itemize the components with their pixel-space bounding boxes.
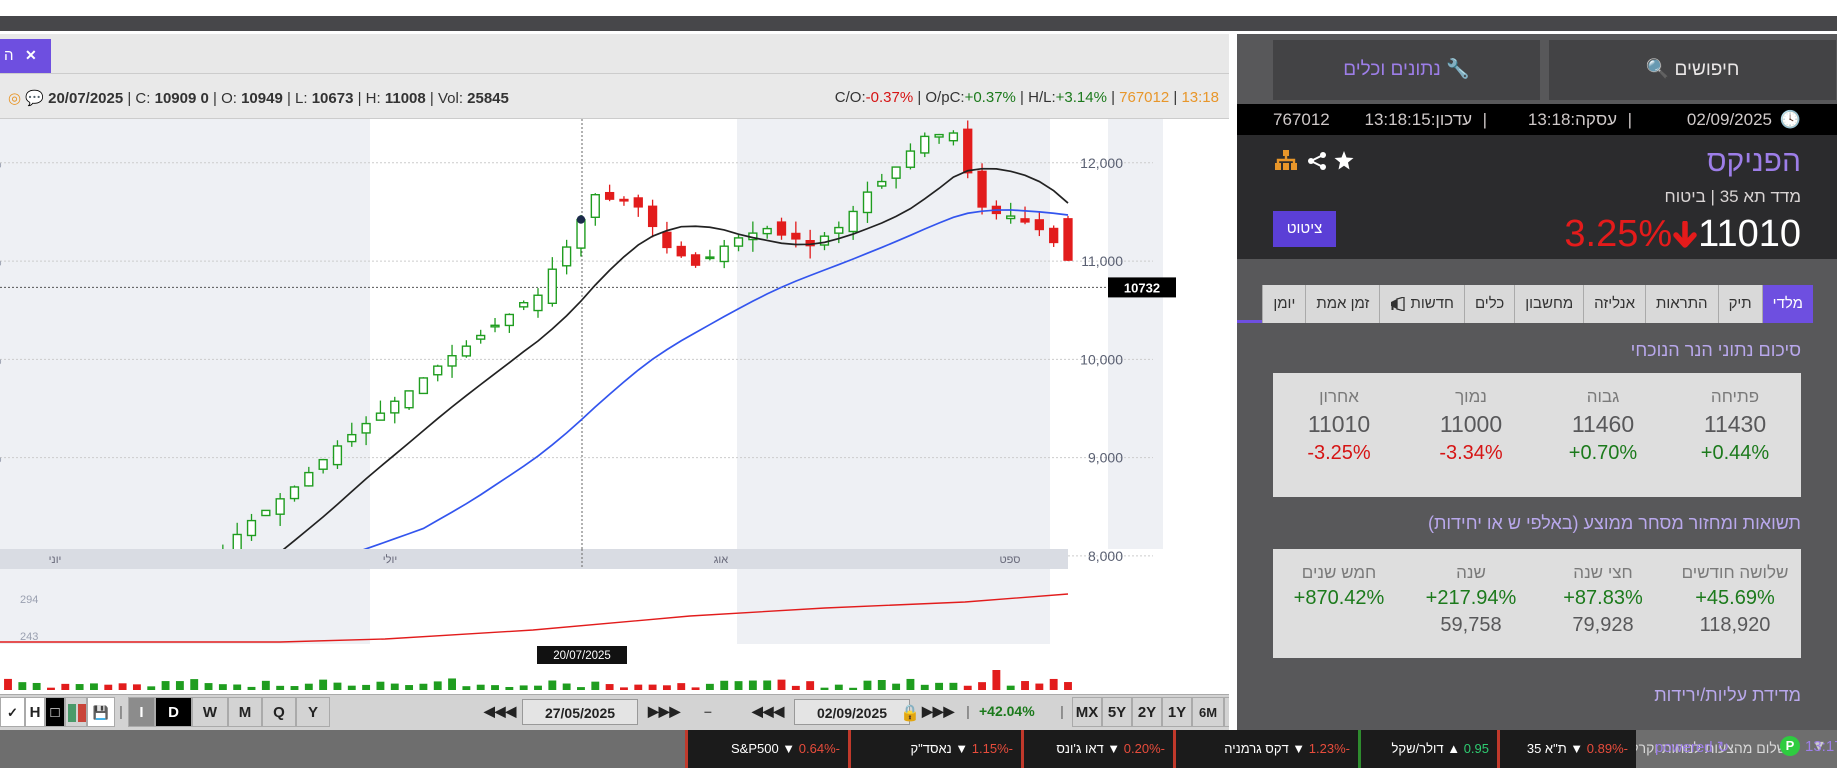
svg-text:יוני: יוני [49, 554, 62, 566]
svg-text:294: 294 [20, 594, 38, 606]
svg-text:10732: 10732 [1124, 280, 1160, 295]
svg-text:יולי: יולי [383, 553, 397, 566]
svg-text:12,000: 12,000 [1080, 155, 1123, 171]
svg-text:243: 243 [20, 631, 38, 643]
svg-text:11,000: 11,000 [1081, 253, 1123, 269]
svg-text:אוג: אוג [714, 554, 729, 566]
svg-text:9,000: 9,000 [1088, 450, 1123, 466]
svg-text:ספט: ספט [1000, 554, 1021, 566]
svg-text:20/07/2025: 20/07/2025 [553, 650, 611, 662]
svg-text:10,000: 10,000 [1080, 351, 1123, 367]
svg-text:8,000: 8,000 [1088, 548, 1123, 564]
